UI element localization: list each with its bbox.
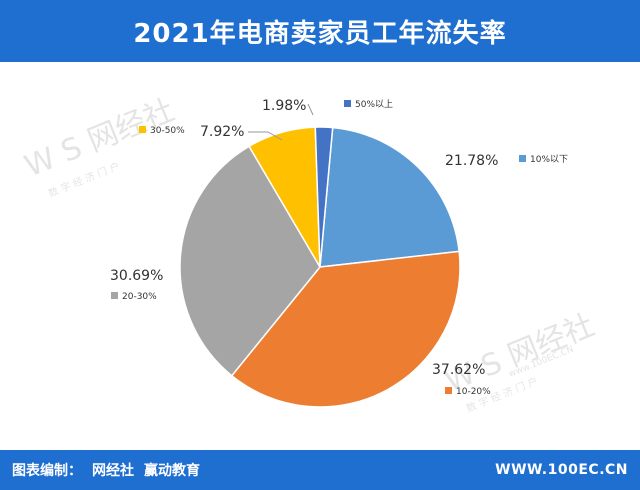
legend-marker-30-50 xyxy=(139,126,146,133)
value-label-50-above: 1.98% xyxy=(262,98,306,114)
value-label-30-50: 7.92% xyxy=(200,124,244,140)
category-label-10-20: 10-20% xyxy=(456,387,491,397)
pie-slice-50-above xyxy=(314,126,334,268)
pie-chart: W S 网经社 数 字 经 济 门 户 W S 网经社 www.100EC.CN… xyxy=(20,93,599,415)
value-label-10-20: 37.62% xyxy=(432,362,485,378)
legend-marker-10-20 xyxy=(445,387,452,394)
slice-labels: 21.78% 10%以下 37.62% 10-20% 30.69% 20-30% 7.92%… xyxy=(110,98,568,397)
pie-slice-10-below xyxy=(319,126,460,268)
footer-website: WWW.100EC.CN xyxy=(495,462,628,478)
value-label-10-below: 21.78% xyxy=(445,153,498,169)
credit-label: 图表编制： xyxy=(12,463,82,479)
leader-line-50-above xyxy=(307,103,314,116)
pie-slice-20-30 xyxy=(179,145,321,377)
leader-lines xyxy=(248,103,314,141)
category-label-10-below: 10%以下 xyxy=(530,155,568,165)
pie-slices xyxy=(179,126,461,408)
legend-marker-50-above xyxy=(344,100,351,107)
footer-credit: 图表编制： 网经社 赢动教育 xyxy=(12,460,200,480)
chart-title: 2021年电商卖家员工年流失率 xyxy=(133,18,507,49)
value-label-20-30: 30.69% xyxy=(110,268,163,284)
leader-line-30-50 xyxy=(248,131,283,141)
pie-slice-10-20 xyxy=(230,250,461,408)
legend-marker-20-30 xyxy=(111,292,118,299)
credit-org-1: 网经社 xyxy=(92,463,134,479)
category-label-20-30: 20-30% xyxy=(122,292,157,302)
category-label-30-50: 30-50% xyxy=(150,126,185,136)
category-label-50-above: 50%以上 xyxy=(355,99,393,110)
chart-footer: 图表编制： 网经社 赢动教育 WWW.100EC.CN xyxy=(0,450,640,490)
legend-marker-10-below xyxy=(519,155,526,162)
credit-org-2: 赢动教育 xyxy=(144,463,200,479)
chart-area: W S 网经社 数 字 经 济 门 户 W S 网经社 www.100EC.CN… xyxy=(0,62,640,450)
chart-header: 2021年电商卖家员工年流失率 xyxy=(0,0,640,62)
